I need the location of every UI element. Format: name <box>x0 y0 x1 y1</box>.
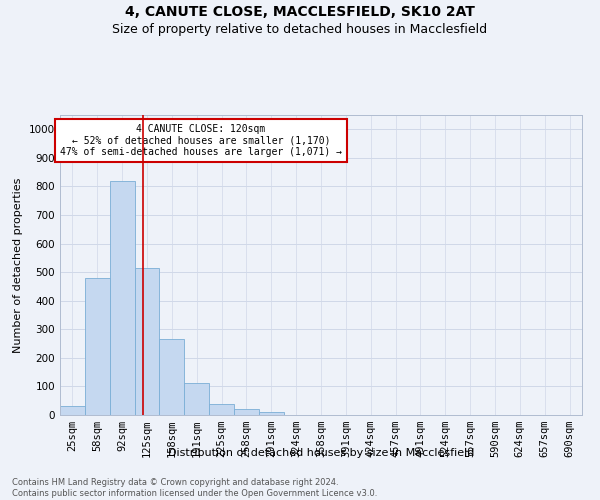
Bar <box>60 406 85 415</box>
Text: 4 CANUTE CLOSE: 120sqm
← 52% of detached houses are smaller (1,170)
47% of semi-: 4 CANUTE CLOSE: 120sqm ← 52% of detached… <box>60 124 342 157</box>
Text: Contains HM Land Registry data © Crown copyright and database right 2024.
Contai: Contains HM Land Registry data © Crown c… <box>12 478 377 498</box>
Bar <box>134 268 160 415</box>
Bar <box>184 383 209 415</box>
Bar <box>160 340 184 415</box>
Text: Distribution of detached houses by size in Macclesfield: Distribution of detached houses by size … <box>168 448 474 458</box>
Bar <box>110 180 134 415</box>
Bar <box>209 404 234 415</box>
Y-axis label: Number of detached properties: Number of detached properties <box>13 178 23 352</box>
Bar <box>259 412 284 415</box>
Bar <box>234 408 259 415</box>
Bar <box>85 278 110 415</box>
Text: Size of property relative to detached houses in Macclesfield: Size of property relative to detached ho… <box>112 22 488 36</box>
Text: 4, CANUTE CLOSE, MACCLESFIELD, SK10 2AT: 4, CANUTE CLOSE, MACCLESFIELD, SK10 2AT <box>125 5 475 19</box>
